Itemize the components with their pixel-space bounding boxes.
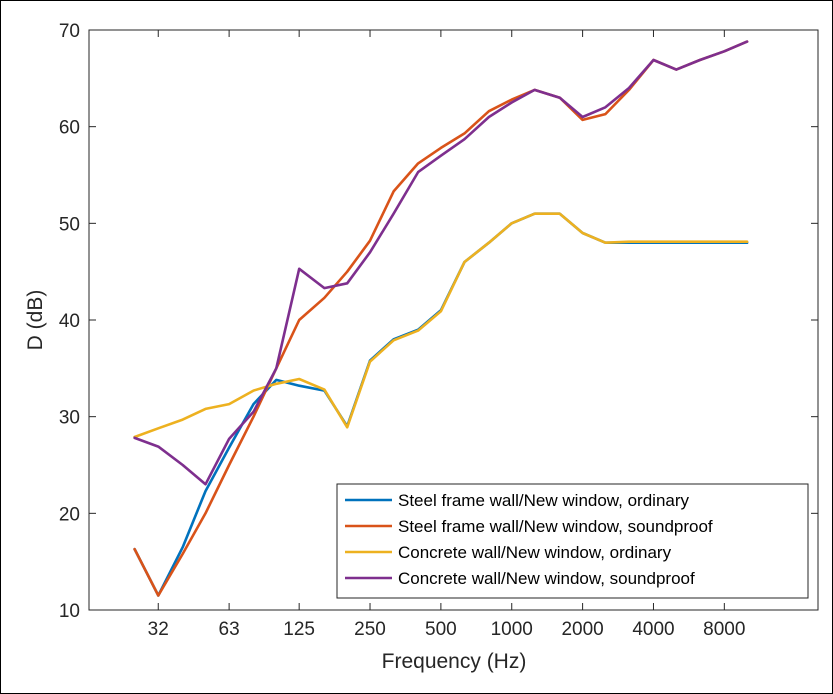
x-axis: 32 63 125 250 500 1000 2000 4000 8000 (148, 30, 745, 640)
y-tick-label: 50 (59, 214, 80, 235)
y-tick-label: 40 (59, 311, 80, 332)
x-tick-label: 4000 (632, 619, 674, 640)
legend: Steel frame wall/New window, ordinary Ste… (336, 483, 809, 599)
y-tick-label: 60 (59, 118, 80, 139)
x-tick-label: 125 (283, 619, 315, 640)
legend-box (336, 483, 809, 599)
legend-label-4: Concrete wall/New window, soundproof (398, 569, 695, 588)
y-axis-title: D (dB) (24, 290, 47, 351)
y-tick-label: 20 (59, 504, 80, 525)
x-axis-title: Frequency (Hz) (382, 650, 527, 673)
series-line-4 (133, 40, 749, 486)
x-tick-label: 2000 (561, 619, 603, 640)
y-tick-label: 10 (59, 601, 80, 622)
legend-label-2: Steel frame wall/New window, soundproof (398, 517, 713, 536)
plot-area (133, 40, 749, 597)
y-axis: 10 20 30 40 50 60 70 (59, 21, 818, 622)
x-tick-label: 8000 (703, 619, 745, 640)
x-tick-label: 1000 (491, 619, 533, 640)
y-tick-label: 70 (59, 21, 80, 42)
x-tick-label: 32 (148, 619, 169, 640)
x-tick-label: 250 (354, 619, 386, 640)
legend-label-3: Concrete wall/New window, ordinary (398, 543, 672, 562)
x-tick-label: 500 (425, 619, 457, 640)
legend-label-1: Steel frame wall/New window, ordinary (398, 491, 690, 510)
y-tick-label: 30 (59, 408, 80, 429)
series-line-3 (133, 212, 749, 439)
x-tick-label: 63 (219, 619, 240, 640)
